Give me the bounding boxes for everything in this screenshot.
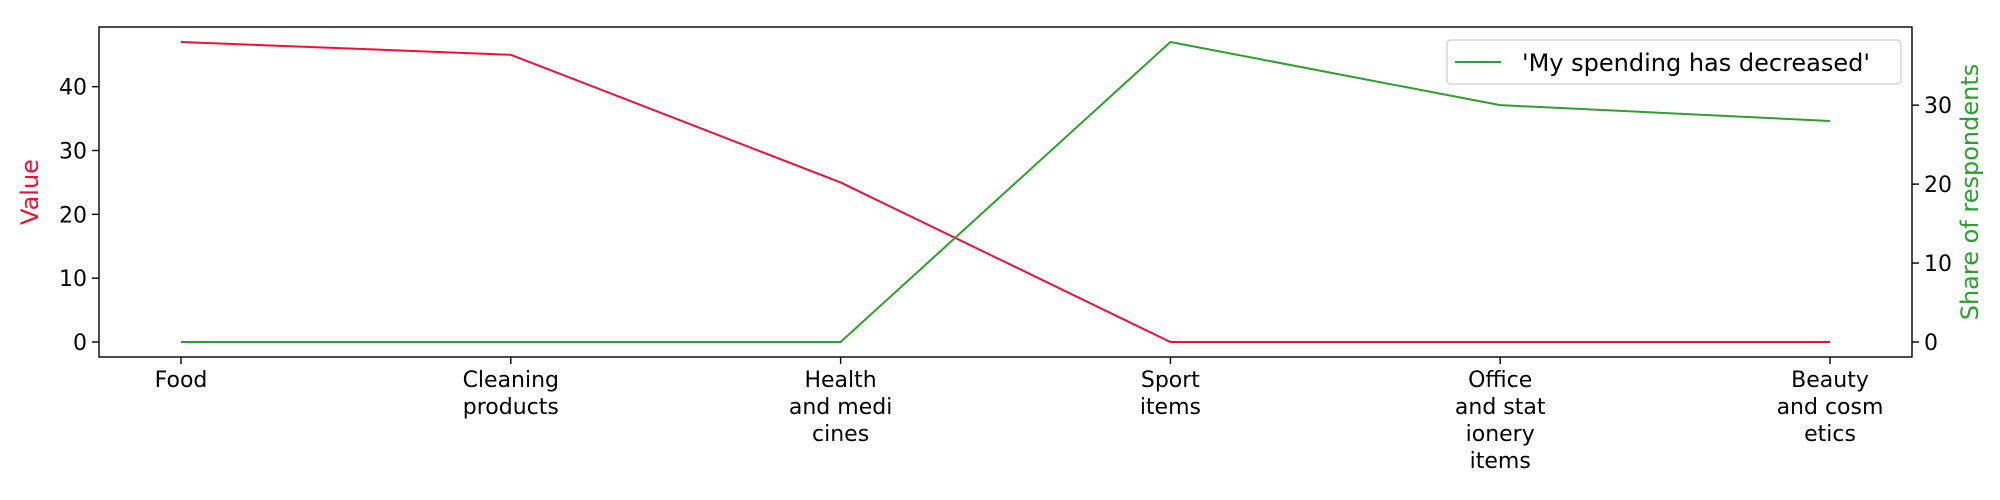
left-y-tick-label: 30 bbox=[59, 140, 87, 165]
right-y-axis: 0 10 20 30 bbox=[1912, 94, 1952, 356]
left-y-tick-label: 10 bbox=[59, 267, 87, 292]
series-line-1 bbox=[181, 41, 1831, 343]
x-tick-label: Beauty and cosm etics bbox=[1777, 368, 1884, 447]
y-axis-title-left: Value bbox=[16, 159, 44, 225]
y-axis-title-right: Share of respondents bbox=[1956, 64, 1984, 321]
x-axis: Food Cleaning products Health and medi cines S… bbox=[155, 357, 1884, 474]
plot-frame bbox=[98, 26, 1913, 358]
x-tick-label-line: Beauty bbox=[1791, 368, 1869, 393]
x-tick-label-line: Office bbox=[1468, 368, 1532, 393]
series-line-0 bbox=[180, 41, 1830, 343]
legend: 'My spending has decreased' bbox=[1446, 39, 1902, 85]
x-tick-label-line: and cosm bbox=[1777, 395, 1884, 420]
x-tick-label-line: Sport bbox=[1141, 368, 1200, 393]
right-y-tick-label: 20 bbox=[1924, 173, 1952, 198]
x-tick-label-line: Food bbox=[155, 368, 208, 393]
right-y-tick-label: 0 bbox=[1924, 331, 1938, 356]
right-y-tick-label: 10 bbox=[1924, 252, 1952, 277]
x-tick-label-line: etics bbox=[1804, 422, 1856, 447]
legend-label: 'My spending has decreased' bbox=[1522, 49, 1870, 77]
x-tick-label: Food bbox=[155, 368, 208, 393]
x-tick-label-line: cines bbox=[812, 422, 869, 447]
x-tick-label-line: items bbox=[1470, 449, 1531, 474]
x-tick-label-line: Health bbox=[804, 368, 876, 393]
x-tick-label: Health and medi cines bbox=[789, 368, 892, 447]
plot-area bbox=[180, 41, 1831, 343]
x-tick-label-line: and medi bbox=[789, 395, 892, 420]
legend-box bbox=[1446, 39, 1902, 85]
x-tick-label: Office and stat ionery items bbox=[1455, 368, 1546, 474]
left-y-tick-label: 20 bbox=[59, 203, 87, 228]
x-tick-label-line: Cleaning bbox=[463, 368, 559, 393]
x-tick-label-line: ionery bbox=[1466, 422, 1535, 447]
left-y-tick-label: 40 bbox=[59, 76, 87, 101]
x-tick-label-line: and stat bbox=[1455, 395, 1546, 420]
x-tick-label-line: products bbox=[463, 395, 559, 420]
x-tick-label: Cleaning products bbox=[463, 368, 559, 420]
x-tick-label: Sport items bbox=[1140, 368, 1201, 420]
left-y-tick-label: 0 bbox=[73, 331, 87, 356]
left-y-axis: 0 10 20 30 40 bbox=[59, 76, 99, 356]
x-tick-label-line: items bbox=[1140, 395, 1201, 420]
right-y-tick-label: 30 bbox=[1924, 94, 1952, 119]
